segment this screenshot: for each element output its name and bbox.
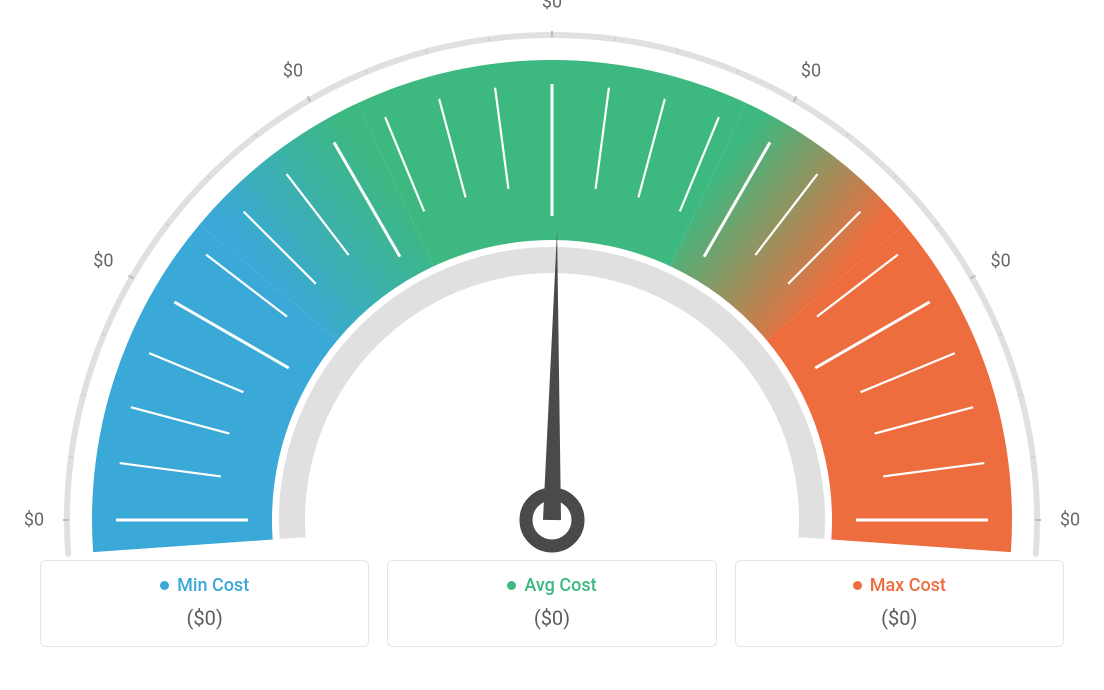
legend-value: ($0): [746, 606, 1053, 630]
legend-card-avg: Avg Cost ($0): [387, 560, 716, 647]
gauge-tick-label: $0: [801, 61, 821, 82]
dot-icon: [853, 581, 862, 590]
legend-label: Max Cost: [870, 575, 946, 596]
gauge-tick-label: $0: [542, 0, 562, 13]
gauge-area: $0 $0 $0 $0 $0 $0 $0: [0, 0, 1104, 560]
legend-value: ($0): [51, 606, 358, 630]
gauge-tick-label: $0: [1060, 510, 1080, 531]
gauge-chart-container: $0 $0 $0 $0 $0 $0 $0 Min Cost ($0) Avg Cost ($…: [0, 0, 1104, 690]
gauge-svg: [0, 0, 1104, 560]
legend-card-min: Min Cost ($0): [40, 560, 369, 647]
gauge-tick-label: $0: [283, 61, 303, 82]
legend-row: Min Cost ($0) Avg Cost ($0) Max Cost ($0…: [0, 560, 1104, 647]
dot-icon: [507, 581, 516, 590]
legend-label: Min Cost: [177, 575, 249, 596]
legend-title-min: Min Cost: [160, 575, 249, 596]
legend-title-avg: Avg Cost: [507, 575, 596, 596]
gauge-tick-label: $0: [93, 251, 113, 272]
legend-card-max: Max Cost ($0): [735, 560, 1064, 647]
legend-title-max: Max Cost: [853, 575, 946, 596]
gauge-tick-label: $0: [24, 510, 44, 531]
dot-icon: [160, 581, 169, 590]
legend-label: Avg Cost: [524, 575, 596, 596]
gauge-tick-label: $0: [990, 251, 1010, 272]
legend-value: ($0): [398, 606, 705, 630]
